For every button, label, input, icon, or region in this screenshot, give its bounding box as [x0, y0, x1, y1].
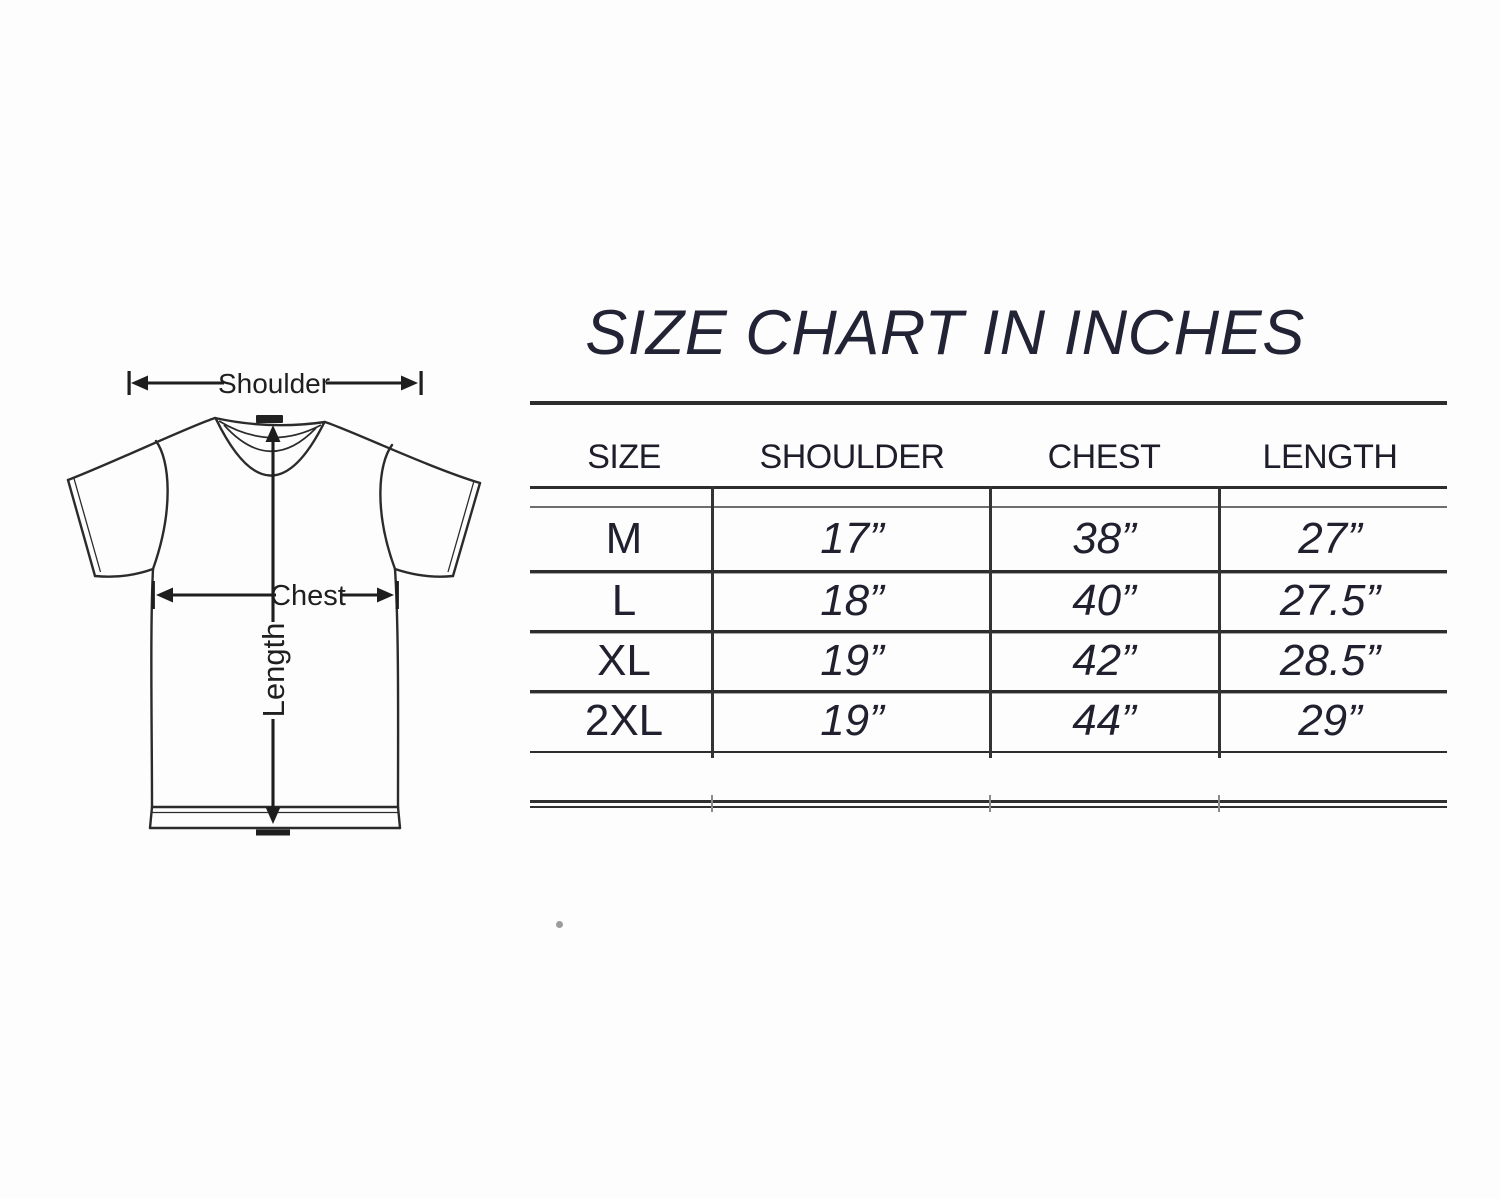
length-dimension-label: Length [256, 623, 291, 718]
table-row-separator [530, 570, 1447, 574]
table-row-separator [530, 751, 1447, 753]
cell-m-length: 27” [1298, 514, 1362, 563]
cell-2xl-shoulder: 19” [820, 696, 884, 745]
collar-back-tab [256, 415, 283, 423]
cell-xl-length: 28.5” [1279, 636, 1381, 685]
table-divider-tick [1218, 795, 1220, 812]
cell-xl-shoulder: 19” [820, 636, 884, 685]
cell-m-shoulder: 17” [820, 514, 884, 563]
page-title: SIZE CHART IN INCHES [585, 298, 1305, 368]
tshirt-measurement-diagram: Shoulder Chest Length [66, 368, 482, 836]
table-row-separator [530, 690, 1447, 694]
chest-dimension-label: Chest [270, 580, 346, 612]
cell-l-length: 27.5” [1279, 576, 1381, 625]
header-cell-chest: CHEST [1047, 438, 1161, 476]
cell-2xl-chest: 44” [1072, 696, 1136, 745]
table-top-border [530, 401, 1447, 405]
length-dimension-arrow: Length [256, 425, 291, 836]
cell-xl-chest: 42” [1072, 636, 1136, 685]
table-header-thin-line [530, 506, 1447, 508]
cell-m-size: M [605, 514, 643, 563]
speck-artifact [556, 921, 563, 928]
table-row-separator [530, 630, 1447, 634]
header-cell-length: LENGTH [1262, 438, 1398, 476]
cell-l-chest: 40” [1072, 576, 1136, 625]
header-cell-shoulder: SHOULDER [759, 438, 945, 476]
table-bottom-border [530, 800, 1447, 808]
table-column-divider [1218, 486, 1221, 758]
shoulder-dimension-arrow: Shoulder [127, 368, 423, 399]
shoulder-dimension-label: Shoulder [218, 368, 330, 399]
cell-2xl-size: 2XL [584, 696, 664, 745]
cell-l-size: L [611, 576, 637, 625]
cell-xl-size: XL [597, 636, 651, 685]
table-divider-tick [989, 795, 991, 812]
length-end-tick [256, 829, 290, 836]
cell-2xl-length: 29” [1298, 696, 1362, 745]
table-header-underline [530, 486, 1447, 489]
table-column-divider [989, 486, 992, 758]
table-column-divider [711, 486, 714, 758]
table-divider-tick [711, 795, 713, 812]
chest-dimension-arrow: Chest [151, 579, 399, 612]
cell-m-chest: 38” [1072, 514, 1136, 563]
header-cell-size: SIZE [587, 438, 661, 476]
cell-l-shoulder: 18” [820, 576, 884, 625]
